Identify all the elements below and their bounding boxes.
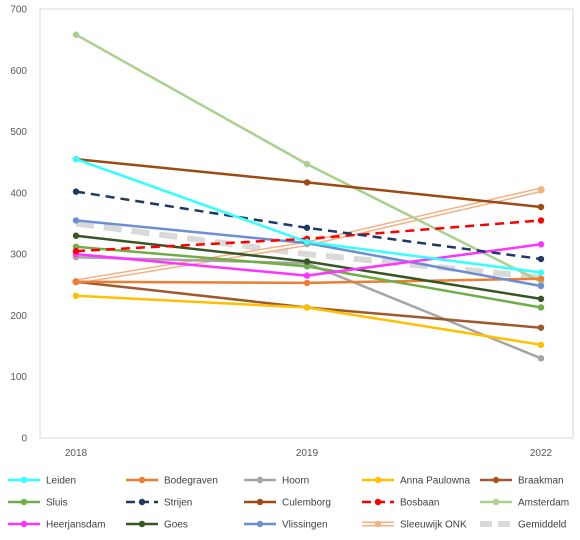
series-gemiddeld [75,220,542,281]
legend-marker [256,498,264,506]
data-point [537,269,545,276]
legend-marker [492,476,500,484]
data-point [72,217,80,224]
data-point [537,255,545,263]
data-point [72,31,80,38]
legend-item-anna-paulowna: Anna Paulowna [362,476,470,487]
data-point [303,179,311,186]
legend-label: Heerjansdam [46,520,105,531]
legend-item-hoorn: Hoorn [244,476,309,487]
legend-item-bodegraven: Bodegraven [126,476,218,487]
data-point [537,324,545,331]
series-bodegraven [72,275,545,287]
legend-marker [138,476,146,484]
y-tick-label: 100 [10,372,27,383]
data-point [72,292,80,300]
legend-marker [256,476,264,484]
data-point [537,217,545,224]
legend-marker [138,498,146,506]
y-tick-label: 300 [10,250,27,261]
y-tick-label: 0 [21,434,27,445]
x-tick-label: 2018 [65,448,88,459]
legend-label: Sleeuwijk ONK [400,520,467,531]
legend-marker [20,476,28,484]
legend-item-strijen: Strijen [126,498,192,509]
legend-label: Hoorn [282,476,309,487]
series-goes [72,232,545,303]
legend-label: Leiden [46,476,76,487]
legend-item-sluis: Sluis [8,498,68,509]
data-point [72,232,80,239]
legend-marker [374,498,382,506]
legend-label: Bodegraven [164,476,218,487]
series-layer [72,31,545,362]
data-point [537,295,545,303]
data-point [303,238,311,246]
legend-item-amsterdam: Amsterdam [480,498,569,509]
x-tick-label: 2019 [296,448,319,459]
legend-label: Braakman [518,476,564,487]
legend-item-heerjansdam: Heerjansdam [8,520,105,531]
data-point [537,186,545,194]
data-point [537,203,545,211]
legend-label: Bosbaan [400,498,439,509]
x-tick-label: 2022 [530,448,553,459]
legend-label: Amsterdam [518,498,569,509]
legend-label: Strijen [164,498,192,509]
legend-item-goes: Goes [126,520,188,531]
data-point [537,355,545,362]
legend-item-leiden: Leiden [8,476,76,487]
y-tick-label: 500 [10,127,27,138]
data-point [537,304,545,311]
data-point [303,160,311,168]
legend: Leiden Bodegraven Hoorn Anna Paulowna Braakm… [8,476,569,531]
data-point [537,282,545,290]
legend-label: Anna Paulowna [400,476,470,487]
legend-label: Culemborg [282,498,331,509]
legend-label: Gemiddeld [518,520,566,531]
data-point [537,341,545,349]
legend-marker [374,520,382,528]
y-tick-label: 200 [10,311,27,322]
data-point [72,247,80,255]
series-line [75,220,542,281]
series-line [75,294,542,347]
data-point [303,263,311,270]
legend-marker [138,520,146,528]
y-tick-label: 600 [10,66,27,77]
data-point [537,241,545,248]
data-point [303,224,311,231]
legend-marker [20,520,28,528]
y-tick-label: 400 [10,188,27,199]
data-point [303,272,311,279]
plot-area [39,8,574,439]
legend-marker [20,498,28,506]
data-point [72,155,80,163]
series-leiden [72,155,545,276]
data-point [303,279,311,287]
legend-label: Vlissingen [282,520,328,531]
legend-item-vlissingen: Vlissingen [244,520,328,531]
legend-item-culemborg: Culemborg [244,498,331,509]
data-point [537,275,545,282]
data-point [72,278,80,285]
legend-label: Goes [164,520,188,531]
axes: 0 100 200 300 400 500 600 700 2018 2019 2022 [10,5,574,459]
legend-item-gemiddeld: Gemiddeld [480,520,566,531]
legend-marker [492,498,500,506]
data-point [72,188,80,195]
legend-label: Sluis [46,498,68,509]
legend-marker [374,476,382,484]
legend-item-sleeuwijk-onk: Sleeuwijk ONK [362,520,467,531]
series-anna-paulowna [72,292,545,349]
legend-item-bosbaan: Bosbaan [362,498,439,509]
legend-item-braakman: Braakman [480,476,564,487]
series-strijen [72,188,545,263]
data-point [303,304,311,311]
legend-marker [256,520,264,528]
data-point [303,258,311,265]
y-tick-label: 700 [10,5,27,16]
